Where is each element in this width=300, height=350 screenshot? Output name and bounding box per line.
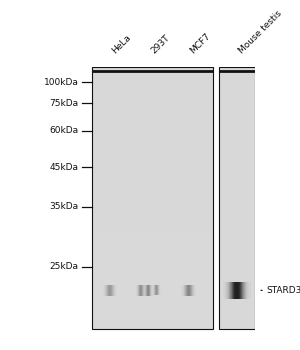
Bar (92, 163, 213, 167)
Bar (92, 66, 213, 329)
Bar (92, 324, 213, 329)
Bar (92, 289, 213, 294)
Bar (92, 66, 213, 71)
Text: 35kDa: 35kDa (49, 202, 79, 211)
Bar (92, 180, 213, 184)
Bar (92, 88, 213, 93)
Bar (92, 123, 213, 128)
Bar (92, 206, 213, 211)
Bar (92, 145, 213, 149)
Bar (92, 110, 213, 114)
Bar (92, 241, 213, 246)
Bar (92, 66, 213, 329)
Bar (92, 215, 213, 219)
Bar (92, 167, 213, 172)
Bar (92, 246, 213, 250)
Bar (92, 224, 213, 228)
Bar (92, 302, 213, 307)
Bar (92, 320, 213, 324)
Text: STARD3NL: STARD3NL (267, 286, 300, 295)
Bar (92, 307, 213, 311)
Bar (92, 237, 213, 241)
Bar (92, 267, 213, 272)
Bar (92, 136, 213, 141)
Bar (92, 114, 213, 119)
Bar (92, 197, 213, 202)
Bar (92, 154, 213, 158)
Bar (92, 141, 213, 145)
Bar (92, 276, 213, 281)
Text: HeLa: HeLa (110, 33, 132, 56)
Bar (92, 219, 213, 224)
Bar (92, 272, 213, 276)
Bar (92, 75, 213, 79)
Bar (92, 158, 213, 163)
Bar (219, 66, 255, 329)
Bar (92, 102, 213, 106)
Bar (92, 119, 213, 123)
Bar (92, 189, 213, 193)
Bar (92, 93, 213, 97)
Bar (92, 184, 213, 189)
Text: 45kDa: 45kDa (50, 163, 79, 172)
Bar (92, 106, 213, 110)
Bar (92, 84, 213, 88)
Text: 75kDa: 75kDa (49, 99, 79, 108)
Bar (92, 311, 213, 315)
Bar (92, 128, 213, 132)
Bar (92, 97, 213, 101)
Bar (92, 172, 213, 176)
Bar (92, 315, 213, 320)
Text: 25kDa: 25kDa (50, 262, 79, 272)
Bar (219, 66, 255, 329)
Text: 293T: 293T (150, 33, 172, 56)
Bar (92, 232, 213, 237)
Bar (92, 263, 213, 267)
Bar (92, 211, 213, 215)
Bar (92, 285, 213, 289)
Bar (92, 298, 213, 302)
Bar (92, 294, 213, 298)
Bar (92, 176, 213, 180)
Bar (92, 193, 213, 197)
Bar (92, 149, 213, 154)
Text: 60kDa: 60kDa (49, 126, 79, 135)
Text: MCF7: MCF7 (189, 32, 213, 56)
Bar (92, 79, 213, 84)
Bar (92, 254, 213, 259)
Bar (92, 71, 213, 75)
Bar (92, 228, 213, 232)
Bar (92, 259, 213, 263)
Text: Mouse testis: Mouse testis (237, 9, 284, 56)
Bar (92, 281, 213, 285)
Bar (92, 132, 213, 136)
Bar (92, 250, 213, 254)
Bar (92, 202, 213, 206)
Text: 100kDa: 100kDa (44, 78, 79, 87)
